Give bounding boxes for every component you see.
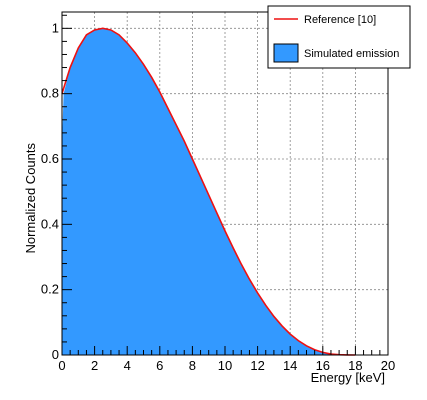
- series-reference-line: [61, 27, 356, 356]
- y-tick-label: 1: [52, 20, 59, 35]
- x-tick-label: 2: [91, 358, 98, 373]
- y-tick-label: 0.8: [41, 86, 59, 101]
- legend-label-reference: Reference [10]: [304, 14, 376, 26]
- plot-area: [61, 27, 356, 356]
- x-tick-label: 16: [316, 358, 330, 373]
- legend-box: [267, 5, 411, 69]
- tick-marks: [61, 14, 389, 356]
- x-tick-label: 14: [283, 358, 297, 373]
- y-tick-label: 0.2: [41, 282, 59, 297]
- x-tick-label: 6: [156, 358, 163, 373]
- y-tick-label: 0.6: [41, 151, 59, 166]
- legend-swatch-simulated: [273, 43, 299, 63]
- x-axis-title: Energy [keV]: [311, 370, 385, 385]
- legend-label-simulated: Simulated emission: [304, 48, 399, 60]
- x-tick-label: 0: [58, 358, 65, 373]
- legend: Reference [10] Simulated emission: [267, 5, 411, 69]
- x-tick-label: 20: [381, 358, 395, 373]
- x-tick-label: 4: [124, 358, 131, 373]
- x-tick-label: 8: [189, 358, 196, 373]
- y-tick-label: 0.4: [41, 216, 59, 231]
- tick-labels: 0 2 4 6 8 10 12 14 16 18 20 0 0.2 0.4 0.6 0.8 1: [41, 20, 395, 373]
- x-tick-label: 12: [250, 358, 264, 373]
- series-simulated-emission: [62, 28, 356, 355]
- y-tick-label: 0: [52, 347, 59, 362]
- y-axis-title: Normalized Counts: [23, 143, 38, 254]
- x-tick-label: 18: [348, 358, 362, 373]
- x-tick-label: 10: [218, 358, 232, 373]
